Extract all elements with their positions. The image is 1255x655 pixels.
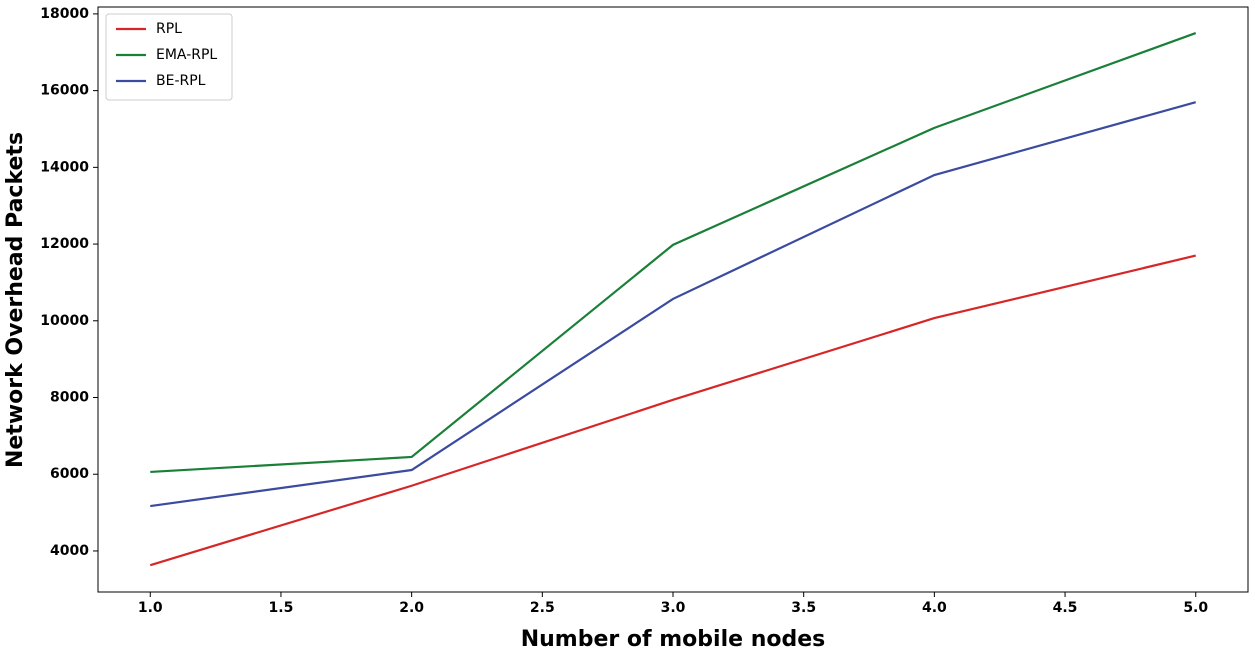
y-tick-label: 10000 <box>40 313 89 329</box>
legend: RPL EMA-RPL BE-RPL <box>105 13 233 101</box>
y-tick-label: 18000 <box>40 6 89 22</box>
x-tick-label: 4.5 <box>1053 600 1078 616</box>
x-axis-title: Number of mobile nodes <box>521 627 826 652</box>
series-line <box>149 254 1196 567</box>
y-tick-label: 12000 <box>40 236 89 252</box>
x-tick-label: 3.0 <box>661 600 686 616</box>
x-tick-label: 1.5 <box>269 600 294 616</box>
plot-frame <box>97 6 1249 593</box>
legend-label: BE-RPL <box>156 73 206 89</box>
legend-box <box>105 13 233 101</box>
x-tick-label: 5.0 <box>1183 600 1208 616</box>
y-tick-label: 16000 <box>40 83 89 99</box>
y-axis-title: Network Overhead Packets <box>3 132 28 468</box>
y-tick-label: 4000 <box>50 543 89 559</box>
x-tick-label: 2.0 <box>399 600 424 616</box>
legend-label: RPL <box>156 21 182 37</box>
x-tick-label: 4.0 <box>922 600 947 616</box>
y-tick-label: 8000 <box>50 390 89 406</box>
series-line <box>150 101 1197 508</box>
x-tick-label: 1.0 <box>138 600 163 616</box>
y-tick-label: 14000 <box>40 159 89 175</box>
series-line <box>150 32 1197 474</box>
y-tick-label: 6000 <box>50 466 89 482</box>
x-tick-label: 2.5 <box>530 600 555 616</box>
legend-label: EMA-RPL <box>156 47 217 63</box>
x-tick-label: 3.5 <box>791 600 816 616</box>
